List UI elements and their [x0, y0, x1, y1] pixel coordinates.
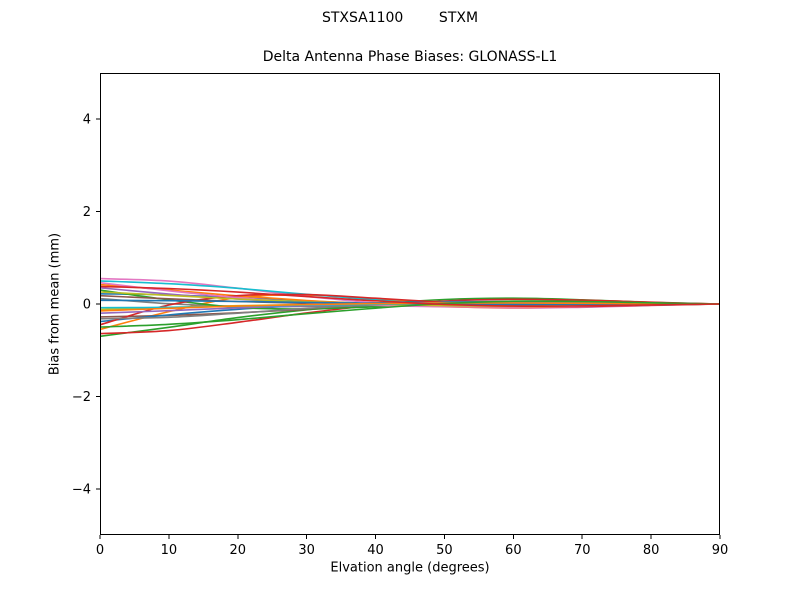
chart-title: Delta Antenna Phase Biases: GLONASS-L1: [262, 49, 558, 65]
x-tick-label: 0: [96, 543, 104, 558]
x-axis-label: Elvation angle (degrees): [330, 560, 490, 576]
x-tick-label: 60: [505, 543, 522, 558]
x-tick-label: 70: [574, 543, 591, 558]
y-tick-label: −2: [72, 390, 91, 405]
y-tick-label: 2: [83, 205, 91, 220]
x-tick-label: 20: [230, 543, 247, 558]
plot-line-s23: [100, 300, 720, 328]
x-tick-label: 30: [298, 543, 315, 558]
plot-line-s24: [100, 285, 720, 308]
x-tick-label: 50: [436, 543, 453, 558]
figure-suptitle: STXSA1100 STXM: [321, 10, 479, 26]
y-tick-label: 4: [83, 113, 91, 128]
y-tick-label: 0: [83, 298, 91, 313]
x-tick-label: 40: [367, 543, 384, 558]
y-tick-label: −4: [72, 482, 91, 497]
plot-lines-group: [100, 277, 720, 338]
x-tick-label: 80: [643, 543, 660, 558]
x-tick-label: 10: [161, 543, 178, 558]
x-tick-label: 90: [712, 543, 729, 558]
axes-frame: [100, 73, 720, 535]
